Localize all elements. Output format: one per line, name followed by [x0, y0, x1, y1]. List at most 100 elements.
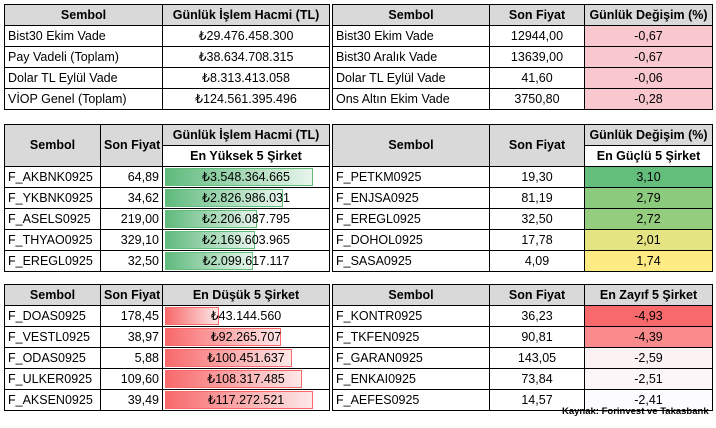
symbol-cell: Ons Altın Ekim Vade: [332, 88, 490, 110]
change-cell: -4,93: [584, 305, 713, 327]
volume-bar-cell: ₺92.265.707: [162, 326, 330, 348]
futures-price-table: Sembol Son Fiyat Günlük Değişim (%) Bist…: [332, 4, 713, 110]
symbol-cell: F_ENKAI0925: [332, 368, 490, 390]
change-cell: 2,01: [584, 229, 713, 251]
header-last-price: Son Fiyat: [489, 4, 585, 26]
symbol-cell: Dolar TL Eylül Vade: [332, 67, 490, 89]
price-cell: 19,30: [489, 166, 585, 188]
volume-cell: ₺8.313.413.058: [162, 67, 330, 89]
volume-bar-cell: ₺117.272.521: [162, 389, 330, 411]
total-volume-table: Sembol Günlük İşlem Hacmi (TL) Bist30 Ek…: [4, 4, 330, 110]
volume-bar-cell: ₺108.317.485: [162, 368, 330, 390]
volume-bar-cell: ₺2.826.986.031: [162, 187, 330, 209]
table-row: F_YKBNK0925 34,62 ₺2.826.986.031: [4, 187, 330, 209]
volume-value: ₺43.144.560: [210, 308, 282, 323]
table-row: F_TKFEN0925 90,81 -4,39: [332, 326, 713, 348]
price-cell: 329,10: [100, 229, 163, 251]
table-row: Bist30 Ekim Vade 12944,00 -0,67: [332, 25, 713, 47]
volume-value: ₺2.826.986.031: [202, 190, 290, 205]
price-cell: 109,60: [100, 368, 163, 390]
volume-bar-cell: ₺3.548.364.665: [162, 166, 330, 188]
table-row: Dolar TL Eylül Vade 41,60 -0,06: [332, 67, 713, 89]
symbol-cell: F_KONTR0925: [332, 305, 490, 327]
symbol-cell: F_TKFEN0925: [332, 326, 490, 348]
symbol-cell: F_EREGL0925: [4, 250, 101, 272]
symbol-cell: F_VESTL0925: [4, 326, 101, 348]
header-symbol: Sembol: [4, 284, 101, 306]
strongest-table: Sembol Son Fiyat Günlük Değişim (%) En G…: [332, 124, 713, 272]
top-volume-table: Sembol Son Fiyat Günlük İşlem Hacmi (TL)…: [4, 124, 330, 272]
symbol-cell: F_PETKM0925: [332, 166, 490, 188]
header-daily-volume: Günlük İşlem Hacmi (TL): [162, 124, 330, 146]
table-row: F_GARAN0925 143,05 -2,59: [332, 347, 713, 369]
table-row: F_AKSEN0925 39,49 ₺117.272.521: [4, 389, 330, 411]
change-cell: 2,72: [584, 208, 713, 230]
header-weakest5: En Zayıf 5 Şirket: [584, 284, 713, 306]
symbol-cell: F_THYAO0925: [4, 229, 101, 251]
volume-value: ₺100.451.637: [207, 350, 285, 365]
change-cell: 3,10: [584, 166, 713, 188]
table-row: F_KONTR0925 36,23 -4,93: [332, 305, 713, 327]
table-row: F_DOAS0925 178,45 ₺43.144.560: [4, 305, 330, 327]
symbol-cell: VİOP Genel (Toplam): [4, 88, 163, 110]
symbol-cell: F_ULKER0925: [4, 368, 101, 390]
header-daily-volume: Günlük İşlem Hacmi (TL): [162, 4, 330, 26]
price-cell: 39,49: [100, 389, 163, 411]
symbol-cell: F_DOHOL0925: [332, 229, 490, 251]
symbol-cell: F_YKBNK0925: [4, 187, 101, 209]
lowest-volume-table: Sembol Son Fiyat En Düşük 5 Şirket F_DOA…: [4, 284, 330, 411]
price-cell: 36,23: [489, 305, 585, 327]
price-cell: 178,45: [100, 305, 163, 327]
volume-data-bar: [165, 252, 253, 270]
volume-value: ₺3.548.364.665: [202, 169, 290, 184]
source-note: Kaynak: Forinvest ve Takasbank: [562, 406, 709, 417]
price-cell: 143,05: [489, 347, 585, 369]
table-row: F_EREGL0925 32,50 2,72: [332, 208, 713, 230]
header-symbol: Sembol: [4, 4, 163, 26]
price-cell: 17,78: [489, 229, 585, 251]
price-cell: 34,62: [100, 187, 163, 209]
change-cell: -0,28: [584, 88, 713, 110]
price-cell: 38,97: [100, 326, 163, 348]
price-cell: 14,57: [489, 389, 585, 411]
table-row: Bist30 Aralık Vade 13639,00 -0,67: [332, 46, 713, 68]
price-cell: 5,88: [100, 347, 163, 369]
table-row: F_DOHOL0925 17,78 2,01: [332, 229, 713, 251]
table-row: F_ULKER0925 109,60 ₺108.317.485: [4, 368, 330, 390]
symbol-cell: F_ODAS0925: [4, 347, 101, 369]
volume-value: ₺2.206.087.795: [202, 211, 290, 226]
price-cell: 13639,00: [489, 46, 585, 68]
symbol-cell: F_EREGL0925: [332, 208, 490, 230]
symbol-cell: F_ASELS0925: [4, 208, 101, 230]
table-row: F_ENJSA0925 81,19 2,79: [332, 187, 713, 209]
volume-bar-cell: ₺2.099.617.117: [162, 250, 330, 272]
symbol-cell: Bist30 Aralık Vade: [332, 46, 490, 68]
volume-value: ₺2.099.617.117: [202, 253, 290, 268]
symbol-cell: Bist30 Ekim Vade: [332, 25, 490, 47]
header-symbol: Sembol: [332, 284, 490, 306]
header-last-price: Son Fiyat: [489, 284, 585, 306]
change-cell: 1,74: [584, 250, 713, 272]
table-row: Pay Vadeli (Toplam) ₺38.634.708.315: [4, 46, 330, 68]
table-row: Ons Altın Ekim Vade 3750,80 -0,28: [332, 88, 713, 110]
price-cell: 219,00: [100, 208, 163, 230]
table-row: Dolar TL Eylül Vade ₺8.313.413.058: [4, 67, 330, 89]
symbol-cell: F_SASA0925: [332, 250, 490, 272]
header-last-price: Son Fiyat: [100, 124, 163, 167]
table-row: Bist30 Ekim Vade ₺29.476.458.300: [4, 25, 330, 47]
price-cell: 32,50: [489, 208, 585, 230]
volume-value: ₺2.169.603.965: [202, 232, 290, 247]
volume-bar-cell: ₺100.451.637: [162, 347, 330, 369]
header-symbol: Sembol: [4, 124, 101, 167]
symbol-cell: F_DOAS0925: [4, 305, 101, 327]
volume-data-bar: [165, 328, 282, 346]
change-cell: -0,06: [584, 67, 713, 89]
symbol-cell: Pay Vadeli (Toplam): [4, 46, 163, 68]
header-symbol: Sembol: [332, 124, 490, 167]
change-cell: -2,51: [584, 368, 713, 390]
symbol-cell: Dolar TL Eylül Vade: [4, 67, 163, 89]
table-row: F_AEFES0925 14,57 -2,41: [332, 389, 713, 411]
symbol-cell: Bist30 Ekim Vade: [4, 25, 163, 47]
table-row: F_ASELS0925 219,00 ₺2.206.087.795: [4, 208, 330, 230]
volume-data-bar: [165, 231, 256, 249]
